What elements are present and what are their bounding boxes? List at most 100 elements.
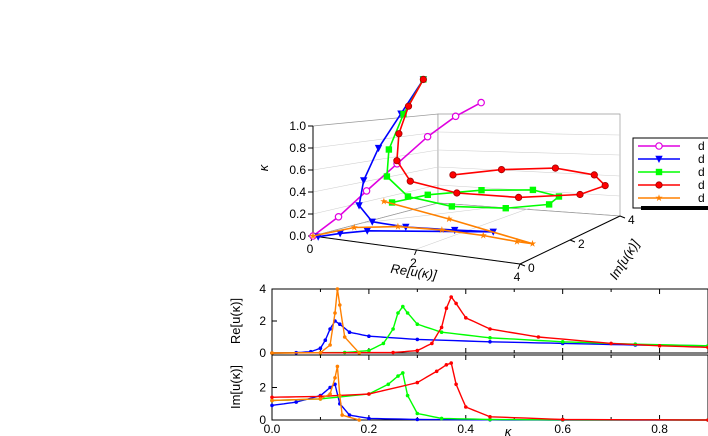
data-point xyxy=(454,301,458,306)
data-point xyxy=(333,382,337,387)
y-tick-label: 0 xyxy=(259,346,266,360)
data-point xyxy=(383,173,391,180)
data-point xyxy=(576,190,584,199)
data-point xyxy=(391,350,395,355)
data-point xyxy=(294,400,299,404)
data-point xyxy=(449,361,454,365)
series-real xyxy=(270,287,708,355)
data-point xyxy=(477,98,485,107)
data-point xyxy=(270,351,274,355)
legend-marker xyxy=(655,142,663,150)
data-point xyxy=(367,348,371,353)
legend-box xyxy=(632,137,708,209)
series-line xyxy=(271,305,708,354)
legend-label: d xyxy=(698,165,705,179)
legend-marker xyxy=(655,194,663,202)
z-tick-label: 1.0 xyxy=(289,119,306,133)
x-tick-label: 0.6 xyxy=(554,422,571,436)
legend-entry: d xyxy=(638,191,705,205)
x-axis-label-imag: κ xyxy=(505,424,513,436)
series-line xyxy=(318,78,494,238)
x-tick-label: 0.2 xyxy=(361,422,378,436)
data-point xyxy=(545,201,553,208)
data-point xyxy=(430,341,434,346)
data-point xyxy=(536,335,541,339)
data-point xyxy=(415,417,420,422)
data-point xyxy=(514,193,523,201)
x-tick-label: 0.4 xyxy=(457,422,474,436)
data-point xyxy=(415,411,420,416)
data-point xyxy=(497,166,506,174)
data-point xyxy=(367,416,371,421)
data-point xyxy=(609,341,613,346)
data-point xyxy=(415,380,420,385)
data-point xyxy=(448,203,456,210)
data-point xyxy=(270,395,274,400)
data-point xyxy=(328,343,332,347)
x-tick xyxy=(414,249,417,256)
data-point xyxy=(342,335,347,339)
z-tick-label: 0.6 xyxy=(289,163,306,177)
data-point xyxy=(318,397,323,401)
data-point xyxy=(439,416,444,421)
data-point xyxy=(406,177,414,185)
data-point xyxy=(560,340,565,344)
data-point xyxy=(601,182,609,190)
y-axis-label-imag: Im[u(κ)] xyxy=(228,365,243,409)
data-point xyxy=(333,311,337,315)
data-point xyxy=(385,146,393,153)
data-point xyxy=(335,287,340,291)
data-point xyxy=(488,415,492,419)
back-wall-right xyxy=(437,113,621,217)
data-point xyxy=(405,393,410,398)
chart-imag: 0 2 0.0 0.2 0.4 0.6 0.8 Im[u(κ)] κ xyxy=(228,354,708,436)
z-tick-label: 0.0 xyxy=(289,229,306,243)
series-line xyxy=(271,362,708,421)
data-point xyxy=(333,376,337,380)
series-3d-0 xyxy=(309,98,485,240)
data-point xyxy=(357,418,362,422)
legend-entry: d xyxy=(638,152,705,166)
data-point xyxy=(464,316,468,320)
data-point xyxy=(335,364,340,369)
y-tick-label: 4 xyxy=(628,213,635,227)
data-point xyxy=(347,330,352,335)
data-point xyxy=(318,346,323,351)
z-tick-label: 0.2 xyxy=(289,207,306,221)
y-tick-label: 0 xyxy=(528,261,535,275)
data-point xyxy=(451,112,460,121)
data-point xyxy=(451,226,459,235)
y-tick xyxy=(569,239,576,243)
data-point xyxy=(449,295,454,299)
z-tick-label: 0.8 xyxy=(289,141,306,155)
data-point xyxy=(454,382,458,387)
data-point xyxy=(590,171,598,179)
data-point xyxy=(528,239,537,247)
legend-marker xyxy=(655,168,663,176)
series-3d-3 xyxy=(393,75,609,201)
grid-3d xyxy=(312,131,621,251)
data-point xyxy=(388,199,396,206)
y-tick-label: 4 xyxy=(259,282,266,296)
data-point xyxy=(560,417,565,422)
legend-entry: d xyxy=(638,165,705,179)
series-3 xyxy=(270,287,362,355)
data-point xyxy=(502,205,509,212)
x-tick-label: 0 xyxy=(307,242,314,256)
data-point xyxy=(419,75,427,84)
series-line xyxy=(271,366,360,421)
data-point xyxy=(386,382,391,387)
y-tick-label: 2 xyxy=(578,237,585,251)
data-point xyxy=(350,223,358,231)
legend-entry: d xyxy=(638,178,705,192)
data-point xyxy=(439,325,444,330)
data-point xyxy=(401,371,405,375)
data-point xyxy=(334,213,343,221)
data-point xyxy=(400,110,407,118)
data-point xyxy=(336,230,344,238)
data-point xyxy=(396,311,400,315)
data-point xyxy=(328,392,332,396)
